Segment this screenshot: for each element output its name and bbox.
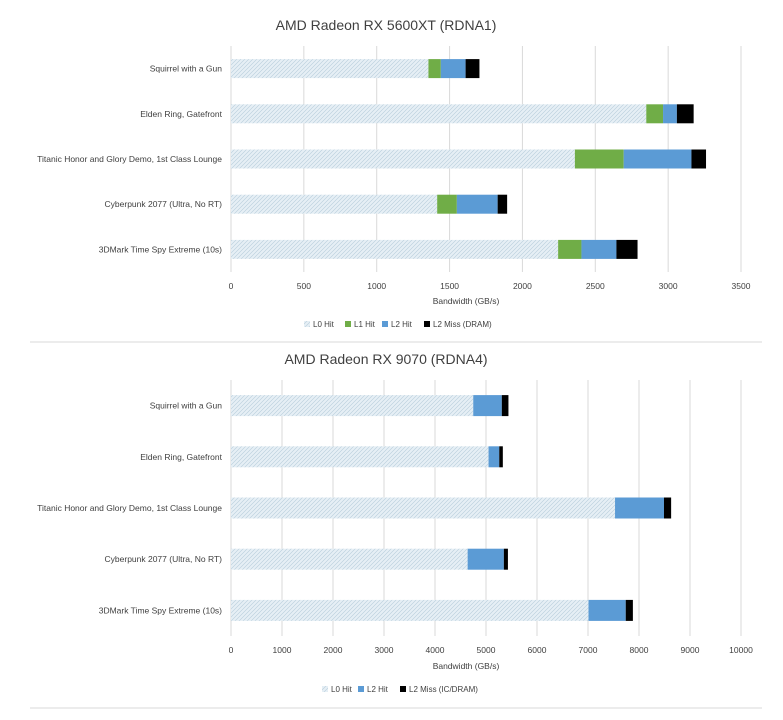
bar-l0 xyxy=(231,548,468,570)
legend-label: L0 Hit xyxy=(331,685,353,694)
category-label: Cyberpunk 2077 (Ultra, No RT) xyxy=(105,554,223,564)
bar-miss xyxy=(499,446,503,468)
bar-miss xyxy=(676,104,694,124)
bar-l2 xyxy=(488,446,500,468)
x-tick-label: 1000 xyxy=(273,645,292,655)
bar-miss xyxy=(503,548,508,570)
bar-miss xyxy=(691,149,707,169)
bar-l0 xyxy=(231,194,438,214)
category-label: Elden Ring, Gatefront xyxy=(140,109,222,119)
bar-l1 xyxy=(428,59,441,79)
x-tick-label: 10000 xyxy=(729,645,753,655)
bar-l2 xyxy=(623,149,692,169)
bar-miss xyxy=(663,497,672,519)
legend-label: L1 Hit xyxy=(354,320,376,329)
category-label: Squirrel with a Gun xyxy=(150,401,223,411)
category-label: Elden Ring, Gatefront xyxy=(140,452,222,462)
x-tick-label: 2500 xyxy=(586,281,605,291)
x-tick-label: 2000 xyxy=(324,645,343,655)
bar-l0 xyxy=(231,446,489,468)
bar-l1 xyxy=(646,104,664,124)
legend-label: L2 Miss (DRAM) xyxy=(433,320,492,329)
bar-miss xyxy=(625,599,633,621)
legend-label: L2 Hit xyxy=(391,320,413,329)
x-axis-label: Bandwidth (GB/s) xyxy=(433,661,500,671)
bar-l0 xyxy=(231,395,474,417)
x-tick-label: 9000 xyxy=(681,645,700,655)
bar-l0 xyxy=(231,497,616,519)
legend-swatch xyxy=(345,321,351,327)
x-tick-label: 1000 xyxy=(367,281,386,291)
chart-title: AMD Radeon RX 9070 (RDNA4) xyxy=(284,351,487,367)
category-label: Cyberpunk 2077 (Ultra, No RT) xyxy=(105,199,223,209)
bar-miss xyxy=(465,59,480,79)
x-tick-label: 8000 xyxy=(630,645,649,655)
bar-l2 xyxy=(440,59,466,79)
x-tick-label: 0 xyxy=(229,645,234,655)
chart-title: AMD Radeon RX 5600XT (RDNA1) xyxy=(276,17,497,33)
bar-l1 xyxy=(574,149,624,169)
bar-l1 xyxy=(558,239,582,259)
x-tick-label: 5000 xyxy=(477,645,496,655)
bar-l2 xyxy=(456,194,498,214)
category-label: Squirrel with a Gun xyxy=(150,64,223,74)
category-label: Titanic Honor and Glory Demo, 1st Class … xyxy=(37,154,222,164)
x-tick-label: 0 xyxy=(229,281,234,291)
x-tick-label: 7000 xyxy=(579,645,598,655)
category-label: 3DMark Time Spy Extreme (10s) xyxy=(99,244,222,254)
bar-l0 xyxy=(231,239,559,259)
bar-l0 xyxy=(231,149,575,169)
x-tick-label: 500 xyxy=(297,281,311,291)
bar-l1 xyxy=(437,194,457,214)
bar-l2 xyxy=(581,239,617,259)
legend-label: L2 Hit xyxy=(367,685,389,694)
legend-swatch xyxy=(304,321,310,327)
bar-l2 xyxy=(615,497,664,519)
x-tick-label: 3000 xyxy=(375,645,394,655)
bar-l2 xyxy=(588,599,626,621)
legend-swatch xyxy=(424,321,430,327)
x-tick-label: 1500 xyxy=(440,281,459,291)
legend-swatch xyxy=(400,686,406,692)
x-tick-label: 6000 xyxy=(528,645,547,655)
bar-l2 xyxy=(663,104,677,124)
category-label: 3DMark Time Spy Extreme (10s) xyxy=(99,605,222,615)
legend-swatch xyxy=(358,686,364,692)
bar-l0 xyxy=(231,59,429,79)
bar-miss xyxy=(497,194,508,214)
x-tick-label: 2000 xyxy=(513,281,532,291)
x-axis-label: Bandwidth (GB/s) xyxy=(433,296,500,306)
bar-l0 xyxy=(231,104,647,124)
bar-miss xyxy=(616,239,638,259)
legend-label: L0 Hit xyxy=(313,320,335,329)
category-label: Titanic Honor and Glory Demo, 1st Class … xyxy=(37,503,222,513)
x-tick-label: 3500 xyxy=(732,281,751,291)
bar-miss xyxy=(501,395,509,417)
legend-label: L2 Miss (IC/DRAM) xyxy=(409,685,478,694)
bar-l2 xyxy=(473,395,502,417)
bar-l2 xyxy=(467,548,504,570)
bar-l0 xyxy=(231,599,589,621)
x-tick-label: 3000 xyxy=(659,281,678,291)
legend-swatch xyxy=(322,686,328,692)
x-tick-label: 4000 xyxy=(426,645,445,655)
legend-swatch xyxy=(382,321,388,327)
